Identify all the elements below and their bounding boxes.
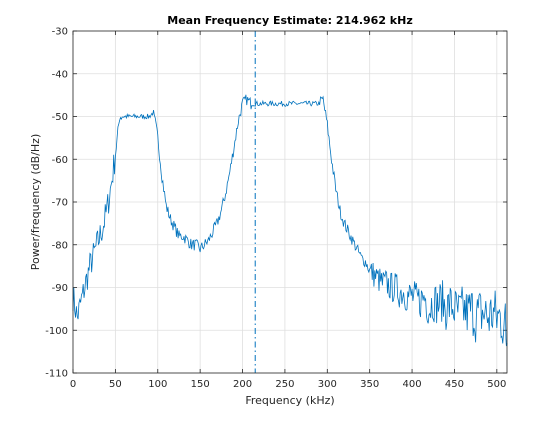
- y-tick-label: -40: [52, 69, 68, 80]
- x-tick-label: 450: [445, 379, 464, 390]
- y-tick-label: -70: [52, 198, 68, 209]
- y-axis-label: Power/frequency (dB/Hz): [29, 134, 42, 271]
- x-tick-label: 250: [275, 379, 294, 390]
- x-tick-label: 0: [70, 379, 76, 390]
- x-tick-label: 100: [148, 379, 167, 390]
- y-tick-label: -30: [52, 27, 68, 38]
- x-tick-label: 300: [318, 379, 337, 390]
- y-tick-label: -110: [45, 369, 68, 380]
- x-tick-label: 400: [403, 379, 422, 390]
- chart-title: Mean Frequency Estimate: 214.962 kHz: [167, 14, 412, 27]
- tick-labels: 0 50 100 150 200 250 300 350 400 450 500 -110 -100 -9…: [45, 27, 506, 391]
- y-tick-label: -90: [52, 283, 68, 294]
- x-axis-label: Frequency (kHz): [245, 394, 334, 407]
- plot-frame: [72, 30, 508, 374]
- x-tick-label: 500: [487, 379, 506, 390]
- x-tick-label: 150: [191, 379, 210, 390]
- x-tick-label: 50: [109, 379, 122, 390]
- y-tick-label: -80: [52, 240, 68, 251]
- x-tick-label: 350: [360, 379, 379, 390]
- y-tick-label: -60: [52, 155, 68, 166]
- y-tick-label: -50: [52, 112, 68, 123]
- x-tick-label: 200: [233, 379, 252, 390]
- y-tick-label: -100: [45, 326, 68, 337]
- psd-series-line: [72, 94, 508, 347]
